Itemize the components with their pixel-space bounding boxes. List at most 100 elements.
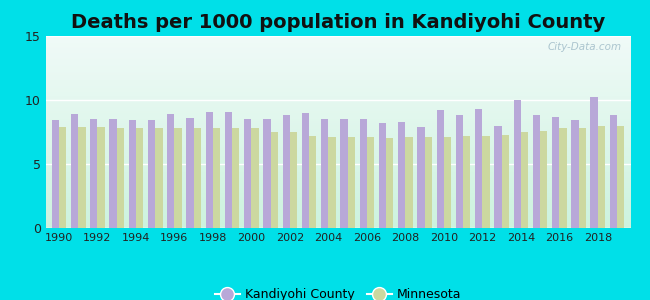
Bar [46,165,630,166]
Bar [46,213,630,214]
Bar [46,132,630,133]
Bar [46,73,630,74]
Bar [406,137,413,228]
Bar [46,136,630,137]
Bar [46,182,630,183]
Bar [46,166,630,167]
Bar [398,122,406,228]
Bar [167,114,174,228]
Bar [46,177,630,178]
Bar [155,128,162,228]
Bar [46,42,630,43]
Bar [571,121,578,228]
Bar [46,130,630,131]
Bar [46,174,630,175]
Bar [590,98,598,228]
Bar [46,162,630,163]
Bar [46,179,630,180]
Bar [46,123,630,124]
Bar [46,116,630,117]
Bar [46,84,630,85]
Bar [46,126,630,127]
Bar [46,196,630,197]
Bar [444,137,451,228]
Bar [46,101,630,102]
Bar [46,50,630,51]
Bar [46,114,630,115]
Bar [46,137,630,138]
Bar [46,134,630,135]
Bar [46,139,630,140]
Bar [533,116,540,228]
Bar [46,122,630,123]
Bar [46,214,630,215]
Bar [46,49,630,50]
Bar [46,175,630,176]
Bar [46,118,630,119]
Bar [46,161,630,162]
Bar [46,70,630,71]
Bar [46,100,630,101]
Bar [46,205,630,206]
Bar [46,65,630,66]
Bar [46,53,630,54]
Bar [78,127,86,228]
Bar [46,170,630,171]
Bar [46,39,630,40]
Bar [46,197,630,198]
Bar [46,129,630,130]
Bar [46,220,630,221]
Bar [302,113,309,228]
Bar [309,136,317,228]
Bar [46,78,630,79]
Bar [46,104,630,105]
Bar [46,107,630,108]
Bar [136,128,143,228]
Bar [46,46,630,47]
Bar [46,223,630,224]
Bar [46,190,630,191]
Bar [46,157,630,158]
Bar [328,137,335,228]
Bar [46,115,630,116]
Bar [46,76,630,77]
Bar [187,118,194,228]
Bar [46,217,630,218]
Bar [46,203,630,204]
Bar [46,63,630,64]
Bar [46,152,630,153]
Bar [46,148,630,149]
Bar [46,110,630,111]
Bar [598,126,605,228]
Bar [46,149,630,150]
Bar [494,126,502,228]
Bar [46,54,630,55]
Bar [46,158,630,159]
Bar [46,103,630,104]
Bar [46,180,630,181]
Bar [46,143,630,145]
Bar [348,137,355,228]
Bar [46,59,630,60]
Bar [46,145,630,146]
Bar [46,211,630,212]
Bar [283,116,290,228]
Bar [46,184,630,185]
Bar [46,210,630,211]
Bar [417,127,424,228]
Bar [367,137,374,228]
Bar [46,106,630,107]
Bar [46,57,630,58]
Bar [46,222,630,223]
Bar [46,225,630,226]
Bar [46,176,630,177]
Bar [502,135,509,228]
Bar [46,164,630,165]
Bar [46,187,630,188]
Title: Deaths per 1000 population in Kandiyohi County: Deaths per 1000 population in Kandiyohi … [71,13,605,32]
Bar [46,91,630,92]
Bar [456,116,463,228]
Bar [424,137,432,228]
Bar [46,86,630,87]
Bar [46,206,630,207]
